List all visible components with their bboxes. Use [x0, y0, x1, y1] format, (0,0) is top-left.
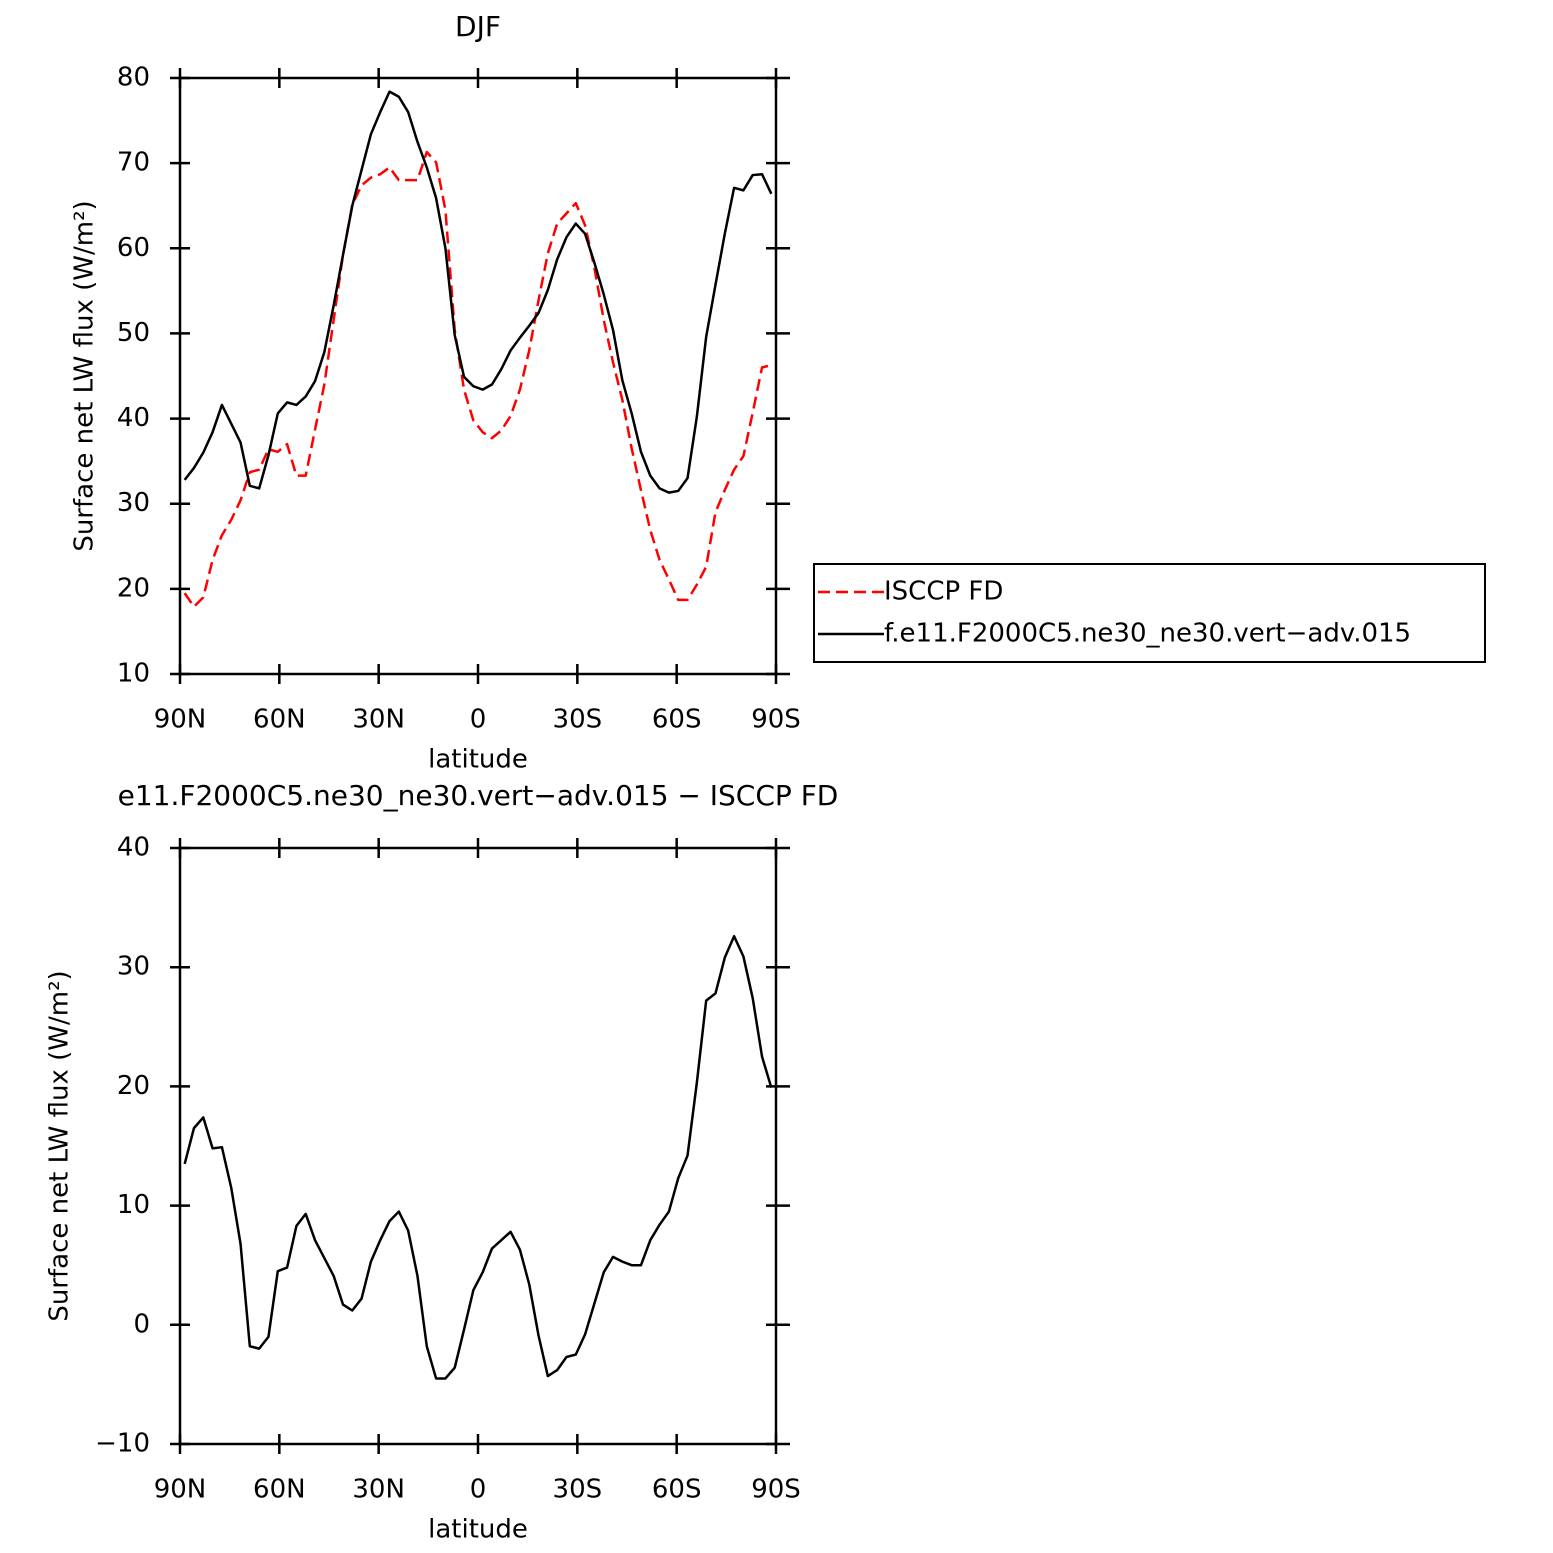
x-tick-label: 90N — [154, 705, 207, 735]
y-tick-label: 80 — [117, 63, 150, 93]
x-tick-label: 30S — [553, 705, 603, 735]
y-axis-label: Surface net LW flux (W/m²) — [70, 200, 100, 551]
y-tick-label: 10 — [117, 1190, 150, 1220]
x-tick-label: 60N — [253, 705, 306, 735]
x-tick-label: 60N — [253, 1475, 306, 1505]
y-tick-label: 40 — [117, 833, 150, 863]
y-tick-label: −10 — [95, 1429, 150, 1459]
y-tick-label: 40 — [117, 403, 150, 433]
x-tick-label: 30N — [352, 705, 405, 735]
x-tick-label: 0 — [470, 705, 487, 735]
x-tick-label: 30N — [352, 1475, 405, 1505]
y-tick-label: 50 — [117, 318, 150, 348]
chart-title: e11.F2000C5.ne30_ne30.vert−adv.015 − ISC… — [118, 779, 839, 812]
y-tick-label: 0 — [133, 1309, 150, 1339]
x-tick-label: 60S — [652, 1475, 702, 1505]
y-tick-label: 60 — [117, 233, 150, 263]
x-tick-label: 30S — [553, 1475, 603, 1505]
y-tick-label: 20 — [117, 573, 150, 603]
x-tick-label: 90N — [154, 1475, 207, 1505]
data-line — [183, 934, 773, 1380]
y-tick-label: 30 — [117, 952, 150, 982]
x-tick-label: 0 — [470, 1475, 487, 1505]
data-line — [183, 150, 772, 608]
y-axis-label: Surface net LW flux (W/m²) — [45, 970, 75, 1321]
x-axis-label: latitude — [428, 1515, 528, 1545]
plot-frame — [178, 76, 778, 676]
legend: ISCCP FD f.e11.F2000C5.ne30_ne30.vert−adv… — [813, 563, 1486, 663]
legend-label: f.e11.F2000C5.ne30_ne30.vert−adv.015 — [884, 619, 1411, 649]
legend-box — [813, 563, 1486, 663]
x-tick-label: 90S — [751, 1475, 801, 1505]
y-tick-label: 30 — [117, 488, 150, 518]
x-axis-label: latitude — [428, 745, 528, 775]
x-tick-label: 60S — [652, 705, 702, 735]
plot-frame — [178, 846, 778, 1446]
y-tick-label: 10 — [117, 659, 150, 689]
legend-label: ISCCP FD — [884, 577, 1003, 607]
data-line — [183, 90, 773, 494]
x-tick-label: 90S — [751, 705, 801, 735]
y-tick-label: 70 — [117, 148, 150, 178]
chart-title: DJF — [455, 10, 501, 43]
y-tick-label: 20 — [117, 1071, 150, 1101]
